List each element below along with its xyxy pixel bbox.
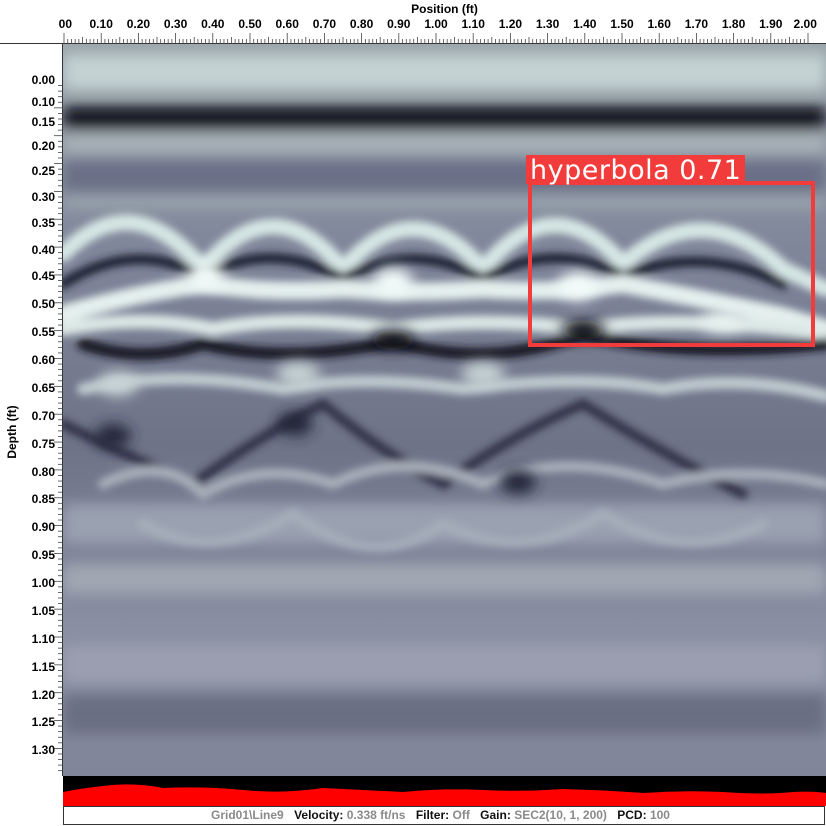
- pcd-value: 100: [649, 808, 670, 822]
- velocity-value: 0.338 ft/ns: [346, 808, 406, 822]
- signal-strength-trace: [63, 784, 826, 806]
- radargram-image[interactable]: [63, 44, 826, 776]
- y-tick-label: 0.10: [31, 95, 55, 109]
- detection-label: hyperbola 0.71: [526, 155, 746, 186]
- x-tick-label: 0.80: [349, 17, 374, 31]
- y-tick-label: 0.35: [31, 216, 55, 230]
- x-tick-label: 1.00: [424, 17, 448, 31]
- y-tick-label: 0.00: [31, 73, 55, 87]
- y-tick-label: 1.20: [31, 688, 55, 702]
- y-tick-label: 0.80: [31, 465, 55, 479]
- x-tick-label: 1.20: [498, 17, 523, 31]
- axis-corner-divider: [0, 43, 63, 44]
- y-axis: 0.00 0.10 0.15 0.20 0.25 0.30 0.35 0.40 0.45 0.50…: [0, 44, 63, 776]
- x-tick-label: 0.40: [201, 17, 225, 31]
- y-tick-label: 0.95: [31, 548, 55, 562]
- x-tick-label: 1.90: [759, 17, 783, 31]
- filter-value: Off: [452, 808, 470, 822]
- y-tick-label: 0.55: [31, 325, 55, 339]
- y-tick-label: 1.00: [31, 576, 55, 590]
- y-tick-label: 1.30: [31, 743, 55, 757]
- y-tick-label: 0.85: [31, 492, 55, 506]
- y-tick-label: 0.65: [31, 381, 55, 395]
- x-axis: 00 0.10 0.20 0.30 0.40 0.50 0.60 0.70 0.80 0.90 1.…: [59, 0, 826, 44]
- y-tick-label: 0.25: [31, 164, 55, 178]
- gain-value: SEC2(10, 1, 200): [514, 808, 607, 822]
- y-tick-label: 1.10: [31, 632, 55, 646]
- y-tick-label: 1.05: [31, 604, 55, 618]
- x-tick-label: 0.50: [238, 17, 262, 31]
- x-tick-label: 1.70: [684, 17, 709, 31]
- y-tick-label: 0.30: [31, 190, 55, 204]
- gain-key: Gain:: [480, 808, 511, 822]
- x-tick-label: 00: [58, 17, 73, 31]
- pcd-key: PCD:: [617, 808, 647, 822]
- y-tick-label: 1.15: [31, 660, 55, 674]
- y-tick-label: 0.40: [31, 243, 55, 257]
- x-tick-label: 0.90: [387, 17, 411, 31]
- status-bar: Grid01\Line9 Velocity: 0.338 ft/ns Filte…: [63, 806, 825, 825]
- y-tick-label: 1.25: [31, 715, 55, 729]
- x-axis-ruler: [63, 33, 826, 44]
- y-tick-label: 0.15: [31, 115, 55, 129]
- x-tick-label: 1.10: [461, 17, 485, 31]
- x-tick-label: 0.30: [163, 17, 188, 31]
- detection-bounding-box[interactable]: [528, 181, 815, 347]
- signal-strength-strip: [63, 776, 826, 806]
- y-tick-label: 0.45: [31, 269, 55, 283]
- radargram-scan: [63, 44, 826, 776]
- x-tick-label: 1.30: [535, 17, 560, 31]
- x-tick-label: 1.40: [573, 17, 597, 31]
- x-axis-title: Position (ft): [411, 2, 478, 16]
- x-tick-label: 0.20: [126, 17, 151, 31]
- y-tick-label: 0.70: [31, 409, 55, 423]
- x-tick-label: 2.00: [793, 17, 817, 31]
- x-tick-label: 0.70: [312, 17, 337, 31]
- velocity-key: Velocity:: [294, 808, 344, 822]
- x-tick-label: 1.80: [721, 17, 746, 31]
- line-name: Grid01\Line9: [211, 808, 284, 822]
- y-tick-label: 0.75: [31, 437, 55, 451]
- x-tick-label: 1.60: [647, 17, 671, 31]
- x-tick-label: 0.10: [89, 17, 113, 31]
- y-tick-label: 0.20: [31, 139, 55, 153]
- y-tick-label: 0.50: [31, 297, 55, 311]
- x-tick-label: 0.60: [275, 17, 299, 31]
- y-tick-label: 0.90: [31, 520, 55, 534]
- x-tick-label: 1.50: [610, 17, 634, 31]
- filter-key: Filter:: [415, 808, 450, 822]
- y-tick-label: 0.60: [31, 353, 55, 367]
